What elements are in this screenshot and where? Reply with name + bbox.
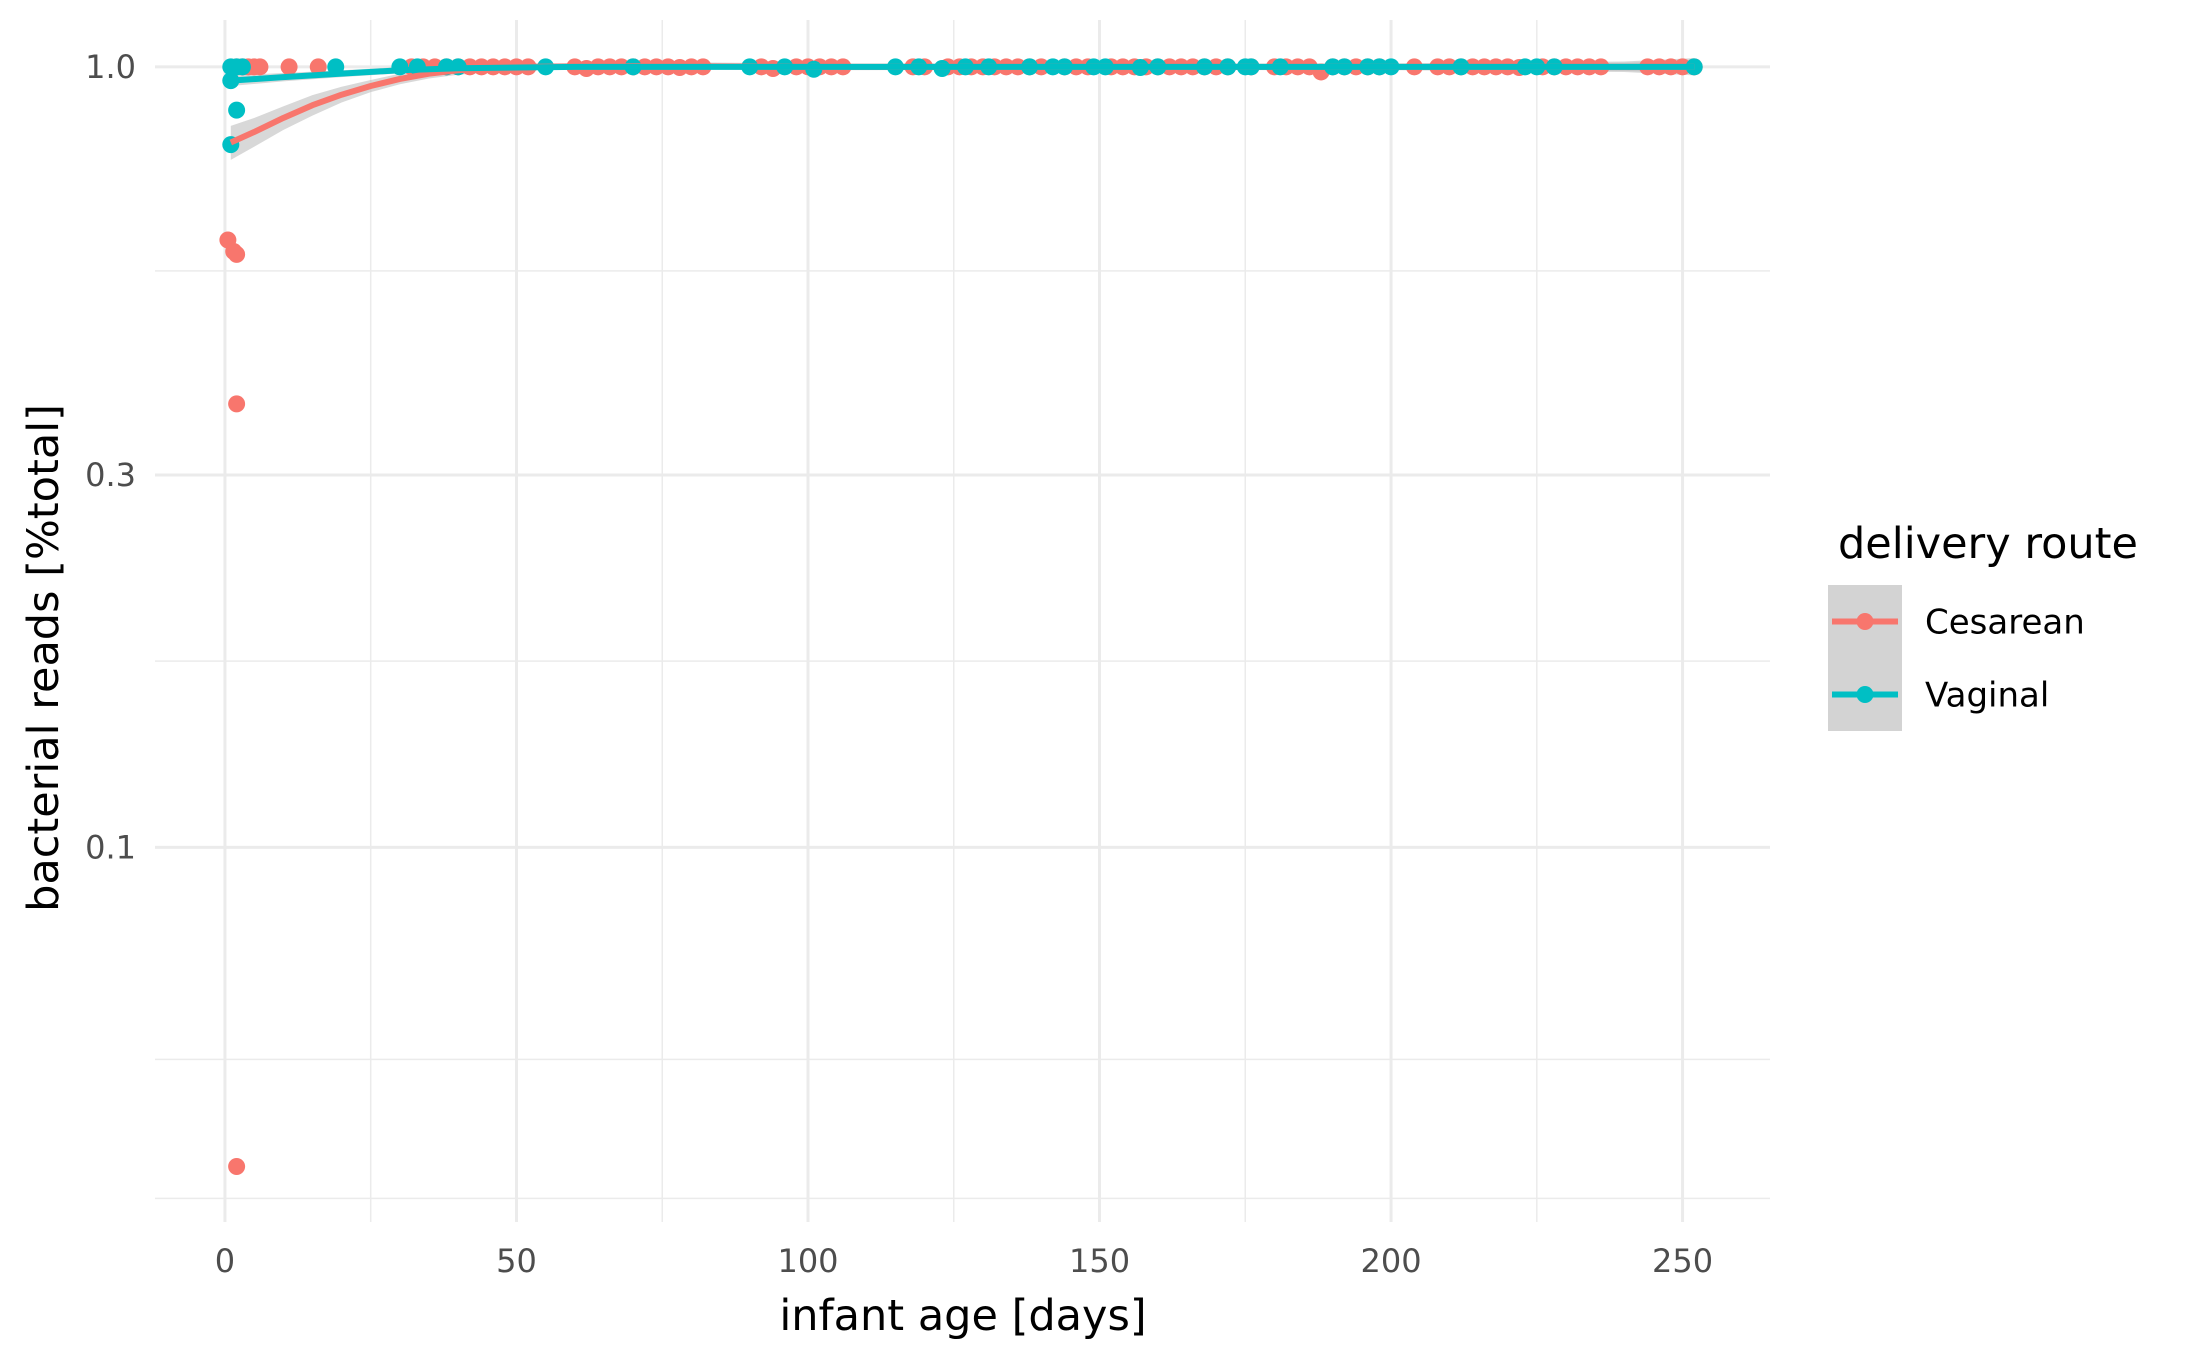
point-cesarean: [228, 245, 246, 263]
x-tick-label: 150: [1069, 1242, 1130, 1280]
point-cesarean: [280, 58, 298, 76]
y-tick-label: 0.3: [85, 456, 136, 494]
y-axis-ticks: 0.1 0.3 1.0: [85, 48, 136, 867]
legend-label-cesarean: Cesarean: [1925, 603, 2085, 643]
point-cesarean: [228, 1158, 246, 1176]
point-vaginal: [228, 101, 246, 119]
y-axis-title: bacterial reads [%total]: [19, 404, 69, 912]
point-cesarean: [228, 395, 246, 413]
point-cesarean: [309, 58, 327, 76]
legend-point-cesarean: [1856, 613, 1874, 630]
x-axis-ticks: 0 50 100 150 200 250: [215, 1242, 1713, 1280]
x-axis-title: infant age [days]: [779, 1291, 1146, 1341]
legend-title: delivery route: [1838, 519, 2138, 569]
smooth-lines: [229, 63, 1695, 146]
legend: delivery route Cesarean Vaginal: [1828, 519, 2138, 731]
point-cesarean: [251, 58, 269, 76]
y-tick-label: 1.0: [85, 48, 136, 86]
y-tick-label: 0.1: [85, 828, 136, 866]
x-tick-label: 0: [215, 1242, 235, 1280]
smooth-line-vaginal: [230, 63, 1695, 84]
point-vaginal: [233, 58, 251, 76]
x-tick-label: 200: [1360, 1242, 1421, 1280]
x-tick-label: 250: [1652, 1242, 1713, 1280]
x-tick-label: 50: [496, 1242, 537, 1280]
legend-label-vaginal: Vaginal: [1925, 676, 2049, 716]
grid-minor: [155, 20, 1770, 1222]
x-tick-label: 100: [777, 1242, 838, 1280]
legend-point-vaginal: [1856, 686, 1874, 703]
